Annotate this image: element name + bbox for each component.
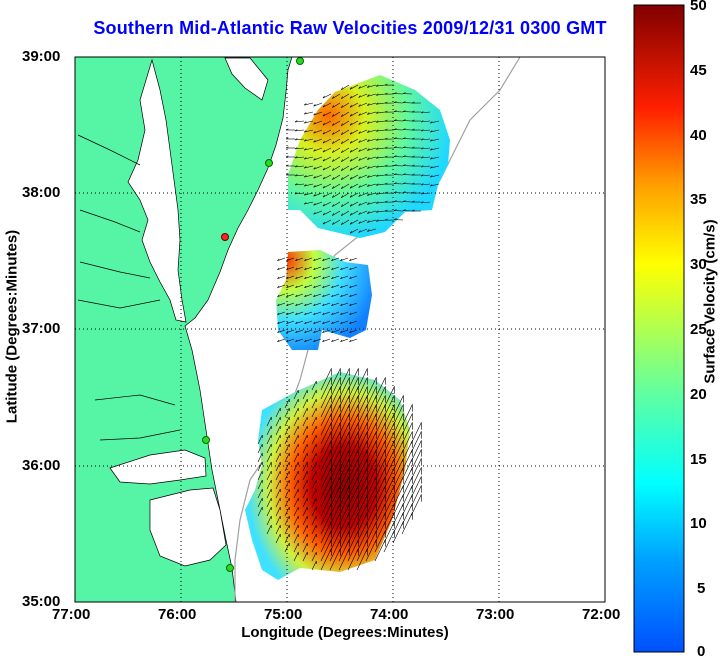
y-tick-label: 39:00 (22, 48, 60, 65)
y-tick-label: 36:00 (22, 457, 60, 474)
colorbar-tick-label: 10 (690, 515, 707, 532)
pamlico-sound (150, 488, 226, 566)
colorbar-tick-label: 40 (690, 127, 707, 144)
x-tick-label: 74:00 (370, 606, 408, 623)
x-tick-label: 73:00 (476, 606, 514, 623)
colorbar-tick-label: 45 (690, 62, 707, 79)
station-marker (266, 160, 273, 167)
station-marker (227, 565, 234, 572)
colorbar-label: Surface Velocity (cm/s) (702, 202, 719, 402)
x-tick-label: 77:00 (52, 606, 90, 623)
y-tick-label: 38:00 (22, 184, 60, 201)
x-axis-label: Longitude (Degrees:Minutes) (200, 624, 490, 641)
x-tick-label: 75:00 (264, 606, 302, 623)
station-marker (297, 58, 304, 65)
x-tick-label: 76:00 (158, 606, 196, 623)
colorbar-tick-label: 0 (697, 643, 705, 660)
station-marker-red (222, 234, 229, 241)
colorbar-tick-label: 5 (697, 580, 705, 597)
colorbar (634, 5, 684, 652)
colorbar-tick-label: 50 (690, 0, 707, 14)
y-axis-label: Latitude (Degrees:Minutes) (4, 227, 21, 427)
colorbar-tick-label: 15 (690, 451, 707, 468)
station-marker (203, 437, 210, 444)
y-tick-label: 37:00 (22, 320, 60, 337)
x-tick-label: 72:00 (582, 606, 620, 623)
